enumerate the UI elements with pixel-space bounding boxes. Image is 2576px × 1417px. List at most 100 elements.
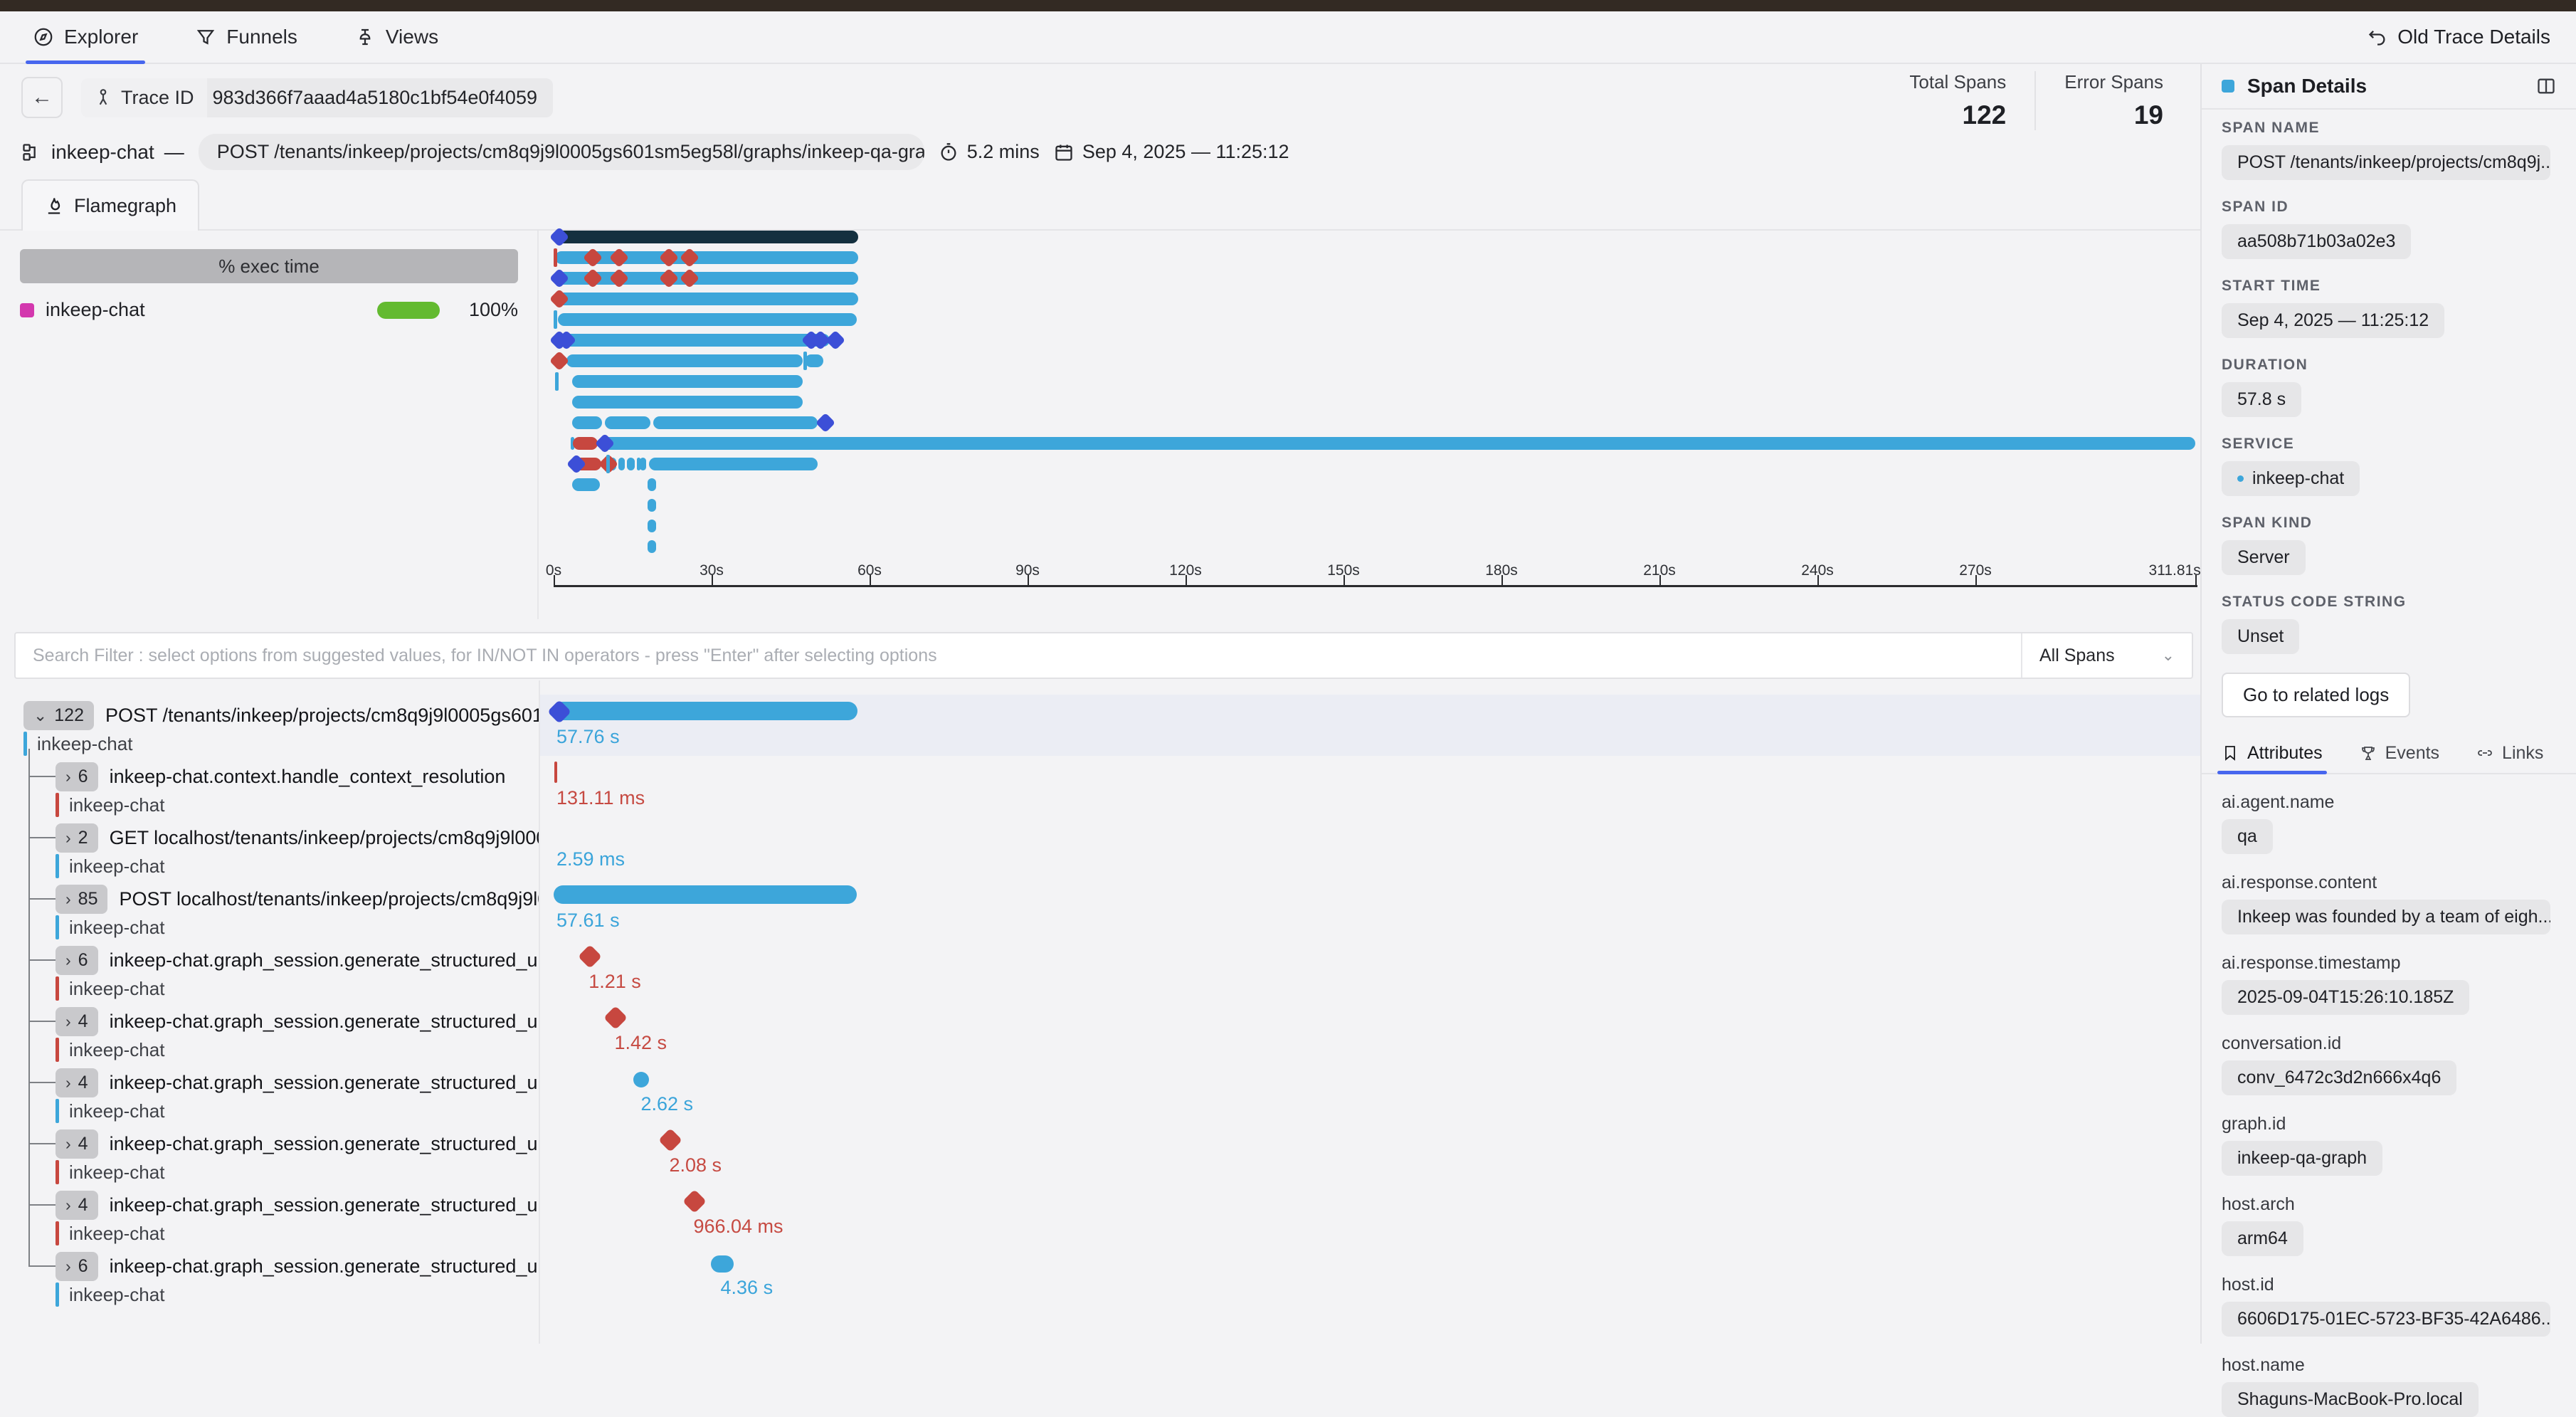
- flame-span-bar[interactable]: [571, 396, 803, 409]
- waterfall-tick[interactable]: [554, 762, 557, 783]
- flame-event-tick[interactable]: [606, 455, 610, 473]
- waterfall-event-diamond[interactable]: [578, 944, 603, 969]
- attribute-value[interactable]: arm64: [2222, 1221, 2303, 1256]
- waterfall-row[interactable]: 966.04 ms: [539, 1184, 2200, 1245]
- waterfall-row[interactable]: 1.21 s: [539, 939, 2200, 1001]
- flame-span-bar[interactable]: [554, 334, 830, 347]
- flame-span-bar[interactable]: [572, 437, 598, 450]
- tab-explorer[interactable]: Explorer: [26, 11, 146, 64]
- waterfall-event-diamond[interactable]: [603, 1006, 628, 1030]
- panel-layout-icon[interactable]: [2536, 76, 2556, 96]
- flame-event-diamond[interactable]: [815, 412, 836, 433]
- span-name[interactable]: POST /tenants/inkeep/projects/cm8q9j9l00…: [105, 704, 539, 726]
- waterfall-event-oval[interactable]: [710, 1255, 734, 1273]
- flame-span-bar[interactable]: [648, 458, 818, 470]
- span-children-count-badge[interactable]: › 2: [56, 823, 98, 853]
- flame-event-diamond[interactable]: [549, 350, 570, 372]
- waterfall-event-diamond[interactable]: [682, 1189, 707, 1213]
- flame-span-bar[interactable]: [557, 313, 857, 326]
- flame-span-bar[interactable]: [554, 272, 858, 285]
- span-children-count-badge[interactable]: › 6: [56, 1251, 98, 1281]
- flame-span-bar[interactable]: [648, 499, 657, 512]
- flame-event-tick[interactable]: [803, 352, 807, 370]
- span-name[interactable]: POST localhost/tenants/inkeep/projects/c…: [119, 887, 539, 910]
- flamegraph-tab[interactable]: Flamegraph: [21, 179, 200, 231]
- waterfall-duration-bar[interactable]: [554, 885, 857, 904]
- span-children-count-badge[interactable]: ⌄ 122: [23, 700, 94, 730]
- span-name[interactable]: inkeep-chat.graph_session.generate_struc…: [109, 1132, 539, 1154]
- span-stats: Total Spans 122 Error Spans 19: [1881, 71, 2192, 130]
- flame-span-bar[interactable]: [648, 540, 657, 553]
- flame-span-bar[interactable]: [626, 458, 635, 470]
- flame-event-tick[interactable]: [554, 248, 557, 267]
- tab-funnels[interactable]: Funnels: [188, 11, 305, 63]
- flame-event-tick[interactable]: [555, 372, 559, 391]
- flame-span-bar[interactable]: [554, 293, 858, 305]
- span-name[interactable]: GET localhost/tenants/inkeep/projects/cm…: [109, 826, 539, 848]
- flame-span-bar[interactable]: [570, 437, 574, 450]
- flame-event-diamond[interactable]: [825, 330, 845, 351]
- flame-span-bar[interactable]: [571, 478, 601, 491]
- flame-span-bar[interactable]: [571, 416, 603, 429]
- old-trace-details-link[interactable]: Old Trace Details: [2368, 26, 2550, 48]
- attribute-value[interactable]: qa: [2222, 819, 2273, 854]
- attribute-value[interactable]: Inkeep was founded by a team of eigh...: [2222, 900, 2550, 934]
- back-button[interactable]: ←: [21, 77, 63, 118]
- span-name[interactable]: inkeep-chat.graph_session.generate_struc…: [109, 1010, 539, 1032]
- exec-time-header[interactable]: % exec time: [20, 249, 518, 283]
- flame-span-bar[interactable]: [571, 375, 803, 388]
- flame-span-bar[interactable]: [604, 416, 651, 429]
- flame-event-tick[interactable]: [554, 310, 557, 329]
- attribute-value[interactable]: conv_6472c3d2n666x4q6: [2222, 1060, 2457, 1095]
- search-filter-input[interactable]: [16, 633, 2021, 678]
- flame-span-bar[interactable]: [640, 458, 647, 470]
- span-name[interactable]: inkeep-chat.graph_session.generate_struc…: [109, 1071, 539, 1093]
- attribute-value[interactable]: 2025-09-04T15:26:10.185Z: [2222, 980, 2470, 1015]
- flame-span-bar[interactable]: [618, 458, 625, 470]
- waterfall-event-circle[interactable]: [633, 1072, 650, 1087]
- flame-span-bar[interactable]: [648, 520, 657, 532]
- waterfall-row[interactable]: 4.36 s: [539, 1245, 2200, 1307]
- waterfall-row[interactable]: 2.62 s: [539, 1062, 2200, 1123]
- span-name[interactable]: inkeep-chat.context.handle_context_resol…: [109, 765, 506, 787]
- legend-row[interactable]: inkeep-chat 100%: [20, 299, 518, 321]
- span-name[interactable]: inkeep-chat.graph_session.generate_struc…: [109, 949, 539, 971]
- flame-span-bar[interactable]: [555, 251, 858, 264]
- flame-span-bar[interactable]: [648, 478, 657, 491]
- flame-span-bar[interactable]: [566, 354, 803, 367]
- flame-span-bar[interactable]: [804, 354, 823, 367]
- span-children-count-badge[interactable]: › 6: [56, 945, 98, 975]
- waterfall-row[interactable]: 57.61 s: [539, 878, 2200, 939]
- flame-span-bar[interactable]: [653, 416, 818, 429]
- span-children-count-badge[interactable]: › 4: [56, 1190, 98, 1220]
- span-children-count-badge[interactable]: › 4: [56, 1006, 98, 1036]
- flamegraph-canvas[interactable]: [549, 226, 2197, 565]
- details-tab-events[interactable]: Events: [2360, 733, 2439, 773]
- span-scope-select[interactable]: All Spans ⌄: [2021, 633, 2192, 678]
- details-tab-attributes[interactable]: Attributes: [2217, 733, 2327, 774]
- attribute-value[interactable]: inkeep-qa-graph: [2222, 1141, 2383, 1176]
- span-children-count-badge[interactable]: › 4: [56, 1068, 98, 1097]
- endpoint-pill[interactable]: POST /tenants/inkeep/projects/cm8q9j9l00…: [198, 134, 924, 170]
- details-tab-links[interactable]: Links: [2476, 733, 2543, 773]
- span-children-count-badge[interactable]: › 6: [56, 762, 98, 791]
- flame-span-bar[interactable]: [636, 458, 640, 470]
- flame-span-bar[interactable]: [554, 231, 858, 243]
- flame-span-bar[interactable]: [602, 437, 2196, 450]
- waterfall-row[interactable]: 1.42 s: [539, 1001, 2200, 1062]
- attribute-value[interactable]: Shaguns-MacBook-Pro.local: [2222, 1382, 2479, 1417]
- attribute-value[interactable]: 6606D175-01EC-5723-BF35-42A6486...: [2222, 1302, 2550, 1337]
- span-children-count-badge[interactable]: › 85: [56, 884, 108, 914]
- waterfall-event-diamond[interactable]: [658, 1128, 683, 1152]
- waterfall-row[interactable]: 131.11 ms: [539, 756, 2200, 817]
- waterfall-row[interactable]: 2.59 ms: [539, 817, 2200, 878]
- span-name[interactable]: inkeep-chat.graph_session.generate_struc…: [109, 1255, 539, 1277]
- trace-id-chip[interactable]: Trace ID 983d366f7aaad4a5180c1bf54e0f405…: [81, 78, 553, 117]
- waterfall-duration-bar[interactable]: [554, 702, 858, 720]
- span-name[interactable]: inkeep-chat.graph_session.generate_struc…: [109, 1194, 539, 1216]
- related-logs-button[interactable]: Go to related logs: [2222, 673, 2411, 717]
- span-children-count-badge[interactable]: › 4: [56, 1129, 98, 1159]
- waterfall-row[interactable]: 57.76 s: [539, 695, 2200, 756]
- tab-views[interactable]: Views: [347, 11, 445, 63]
- waterfall-row[interactable]: 2.08 s: [539, 1123, 2200, 1184]
